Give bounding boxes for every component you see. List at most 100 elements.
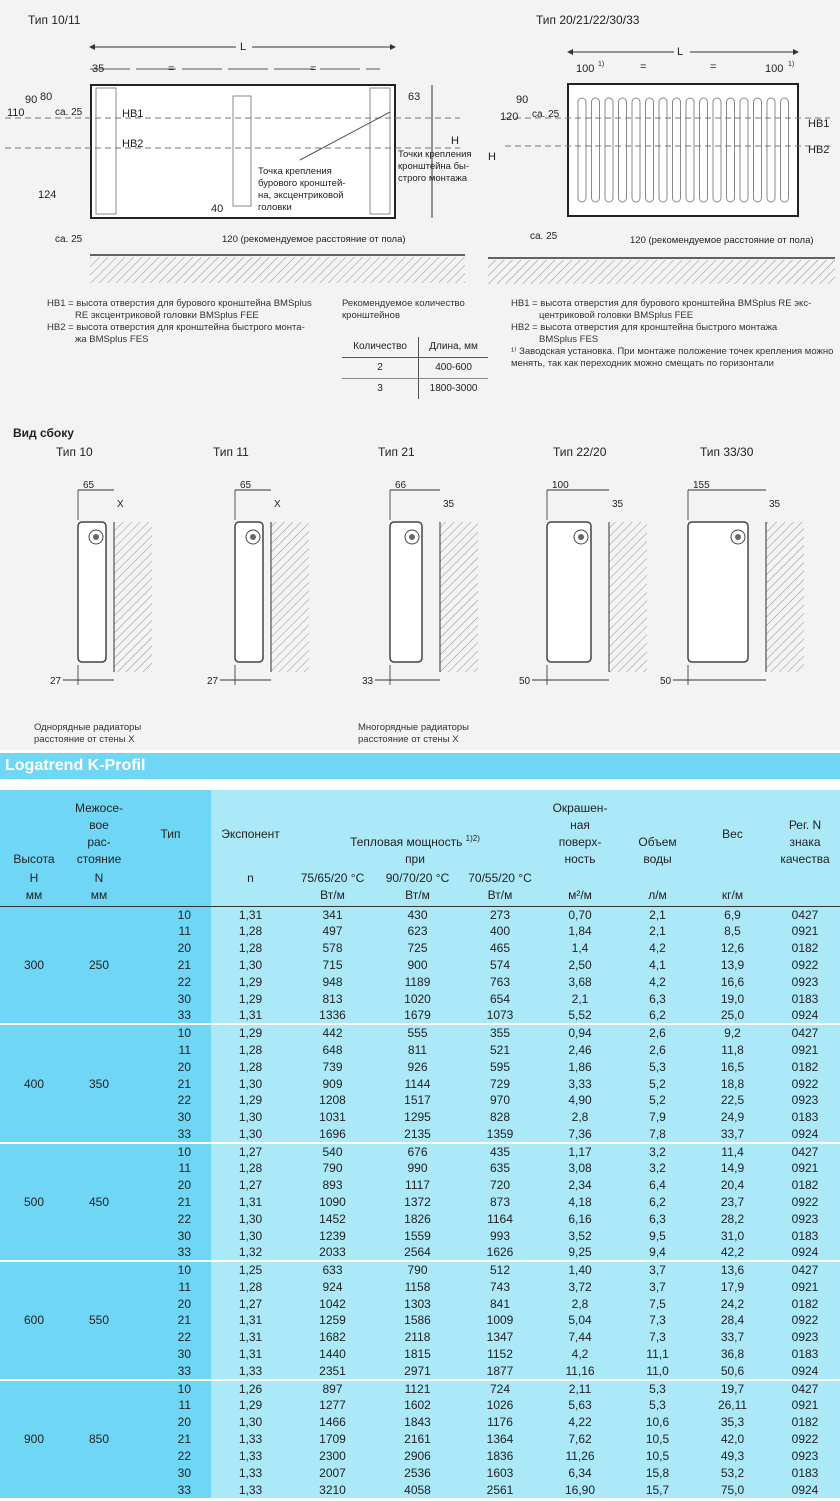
table-cell: 1,33 xyxy=(211,1362,290,1380)
table-cell: 1,33 xyxy=(211,1464,290,1482)
svg-text:1): 1) xyxy=(788,61,794,68)
cell-spacing: 550 xyxy=(68,1260,130,1380)
table-cell: 1440 xyxy=(290,1345,375,1363)
table-cell: 1073 xyxy=(460,1007,541,1025)
table-row: 20 1,27 893 1117 720 2,34 6,4 20,4 0182 xyxy=(0,1176,840,1194)
table-cell: 1709 xyxy=(290,1430,375,1448)
table-cell: 5,04 xyxy=(540,1312,621,1329)
table-row: 11 1,28 497 623 400 1,84 2,1 8,5 0921 xyxy=(0,922,840,940)
side-view-type-title: Тип 22/20 xyxy=(553,445,607,459)
table-cell: 0922 xyxy=(770,1193,840,1211)
table-cell: 1158 xyxy=(375,1278,460,1296)
table-row: 900 850 10 1,26 897 1121 724 2,11 5,3 19,7 0427 xyxy=(0,1378,840,1499)
table-cell: 8,5 xyxy=(695,922,771,940)
table-cell: 2,6 xyxy=(620,1041,696,1059)
radiator-fin xyxy=(591,97,600,203)
table-cell: 4,22 xyxy=(540,1413,621,1431)
svg-text:120 (рекомендуемое расстояние: 120 (рекомендуемое расстояние от пола) xyxy=(630,235,814,246)
unit-type xyxy=(130,868,211,906)
table-cell: 21 xyxy=(130,956,211,974)
svg-text:90: 90 xyxy=(516,94,528,106)
table-cell: 33 xyxy=(130,1362,211,1380)
table-cell: 1,17 xyxy=(540,1141,621,1160)
side-top-dim: 155 xyxy=(693,480,710,491)
table-cell: 24,2 xyxy=(695,1295,771,1313)
table-cell: 0923 xyxy=(770,1328,840,1346)
svg-text:HB1: HB1 xyxy=(122,108,143,120)
table-cell: 540 xyxy=(290,1141,375,1160)
table-cell: 21 xyxy=(130,1312,211,1329)
table-cell: 6,3 xyxy=(620,1210,696,1228)
table-cell: 42,2 xyxy=(695,1244,771,1262)
table-cell: 11 xyxy=(130,1159,211,1177)
svg-text:HB2: HB2 xyxy=(808,144,829,156)
table-row: 30 1,29 813 1020 654 2,1 6,3 19,0 0183 xyxy=(0,990,840,1008)
svg-text:строго монтажа: строго монтажа xyxy=(398,173,468,184)
table-cell: 11,8 xyxy=(695,1041,771,1059)
table-cell: 30 xyxy=(130,1345,211,1363)
table-cell: 2007 xyxy=(290,1464,375,1482)
table-cell: 20 xyxy=(130,1176,211,1194)
side-bottom-dim: 33 xyxy=(362,676,374,687)
table-cell: 12,6 xyxy=(695,939,771,957)
table-cell: 1,29 xyxy=(211,1023,290,1042)
table-cell: 10 xyxy=(130,1023,211,1042)
table-cell: 19,0 xyxy=(695,990,771,1008)
table-cell: 725 xyxy=(375,939,460,957)
table-cell: 31,0 xyxy=(695,1227,771,1245)
table-cell: 3,33 xyxy=(540,1075,621,1093)
front-view-type-10-11 xyxy=(5,40,465,283)
table-cell: 2536 xyxy=(375,1464,460,1482)
table-cell: 2,6 xyxy=(620,1023,696,1042)
header-water: Объем воды xyxy=(620,790,696,868)
table-cell: 0921 xyxy=(770,1159,840,1177)
side-view-type-title: Тип 33/30 xyxy=(700,445,754,459)
table-cell: 33 xyxy=(130,1244,211,1262)
table-cell: 16,6 xyxy=(695,973,771,991)
unit-weight: кг/м xyxy=(695,868,771,906)
table-cell: 1586 xyxy=(375,1312,460,1329)
table-cell: 11 xyxy=(130,1041,211,1059)
table-row: 11 1,28 790 990 635 3,08 3,2 14,9 0921 xyxy=(0,1159,840,1177)
table-cell: 0923 xyxy=(770,973,840,991)
table-cell: 1259 xyxy=(290,1312,375,1329)
unit-exponent: n xyxy=(211,868,290,906)
cell-height: 600 xyxy=(0,1260,68,1380)
table-cell: 11,16 xyxy=(540,1362,621,1380)
table-row: 11 1,28 924 1158 743 3,72 3,7 17,9 0921 xyxy=(0,1278,840,1296)
cell-spacing: 350 xyxy=(68,1023,130,1143)
table-cell: 0183 xyxy=(770,1108,840,1126)
front-view-right-labels: Тип 20/21/22/30/33 L 100 1) = = 100 1) 9… xyxy=(488,13,829,246)
side-wall-dim: X xyxy=(274,499,281,510)
table-cell: 574 xyxy=(460,956,541,974)
table-cell: 828 xyxy=(460,1108,541,1126)
table-cell: 2351 xyxy=(290,1362,375,1380)
table-cell: 7,5 xyxy=(620,1295,696,1313)
table-cell: 10 xyxy=(130,1378,211,1397)
table-cell: 1,4 xyxy=(540,939,621,957)
table-cell: 0924 xyxy=(770,1125,840,1143)
table-cell: 11,1 xyxy=(620,1345,696,1363)
note-hb2-cont: жа BMSplus FES xyxy=(75,334,149,345)
table-cell: 1372 xyxy=(375,1193,460,1211)
table-cell: 1602 xyxy=(375,1396,460,1414)
table-cell: 1466 xyxy=(290,1413,375,1431)
side-bottom-dim: 50 xyxy=(660,676,672,687)
table-cell: 0922 xyxy=(770,956,840,974)
unit-surface: м²/м xyxy=(540,868,621,906)
table-row: 22 1,29 948 1189 763 3,68 4,2 16,6 0923 xyxy=(0,973,840,991)
table-cell: 2300 xyxy=(290,1447,375,1465)
table-cell: 790 xyxy=(290,1159,375,1177)
unit-reg xyxy=(770,868,840,906)
table-row: 21 1,31 1090 1372 873 4,18 6,2 23,7 0922 xyxy=(0,1193,840,1211)
table-cell: 49,3 xyxy=(695,1447,771,1465)
table-cell: 900 xyxy=(375,956,460,974)
table-cell: 9,2 xyxy=(695,1023,771,1042)
table-cell: 11,0 xyxy=(620,1362,696,1380)
table-cell: 1,28 xyxy=(211,1159,290,1177)
table-cell: 33,7 xyxy=(695,1328,771,1346)
svg-text:Точки крепления: Точки крепления xyxy=(398,149,472,160)
table-cell: 0427 xyxy=(770,1141,840,1160)
table-row: 21 1,30 715 900 574 2,50 4,1 13,9 0922 xyxy=(0,956,840,974)
